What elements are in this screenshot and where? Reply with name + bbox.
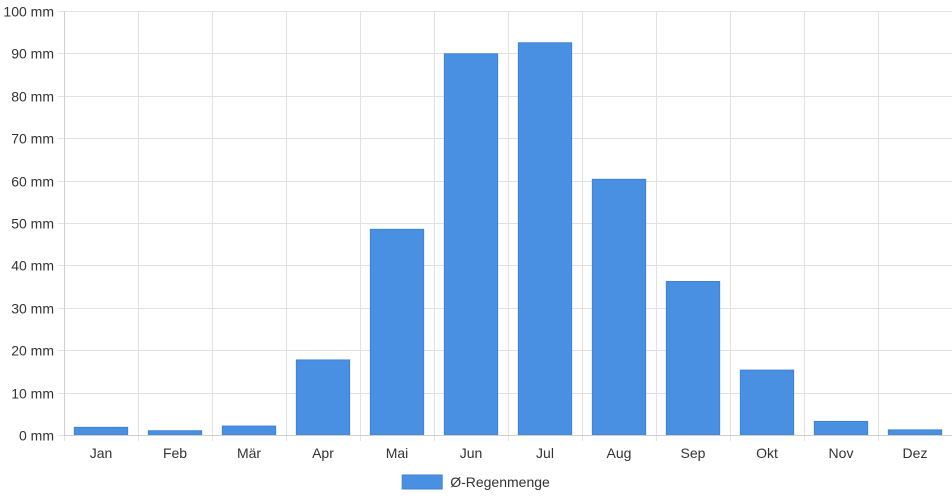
x-tick-label: Jul [536,445,554,461]
x-tick-label: Nov [829,445,854,461]
grid [58,11,952,441]
y-tick-label: 100 mm [3,4,54,20]
legend-label[interactable]: Ø-Regenmenge [450,474,550,490]
bar-nov[interactable] [813,420,869,436]
bar-sep[interactable] [665,281,721,436]
bar-dez[interactable] [887,429,943,436]
x-tick-label: Jun [460,445,483,461]
x-tick-label: Okt [756,445,778,461]
bar-jun[interactable] [443,53,499,436]
x-tick-label: Feb [163,445,187,461]
y-tick-label: 50 mm [11,216,54,232]
x-tick-label: Mai [386,445,409,461]
bar-aug[interactable] [591,178,647,436]
bar-apr[interactable] [295,359,351,436]
y-tick-label: 10 mm [11,386,54,402]
y-tick-label: 90 mm [11,46,54,62]
y-tick-label: 20 mm [11,343,54,359]
bar-mai[interactable] [369,228,425,436]
y-tick-label: 40 mm [11,258,54,274]
bars [73,42,943,436]
bar-feb[interactable] [147,430,203,436]
x-tick-label: Dez [903,445,928,461]
x-tick-label: Jan [90,445,113,461]
x-tick-label: Mär [237,445,261,461]
axes: 0 mm 10 mm 20 mm 30 mm 40 mm 50 mm 60 mm 70 mm 8… [3,4,952,461]
bar-jan[interactable] [73,426,129,436]
bar-jul[interactable] [517,42,573,436]
bar-mär[interactable] [221,425,277,436]
y-tick-label: 30 mm [11,301,54,317]
x-tick-label: Aug [607,445,632,461]
x-tick-label: Sep [681,445,706,461]
legend[interactable]: Ø-Regenmenge [401,474,550,490]
y-tick-label: 60 mm [11,174,54,190]
y-tick-label: 70 mm [11,131,54,147]
legend-swatch[interactable] [401,474,443,490]
x-tick-label: Apr [312,445,334,461]
bar-okt[interactable] [739,369,795,436]
y-tick-label: 0 mm [19,428,54,444]
y-tick-label: 80 mm [11,89,54,105]
